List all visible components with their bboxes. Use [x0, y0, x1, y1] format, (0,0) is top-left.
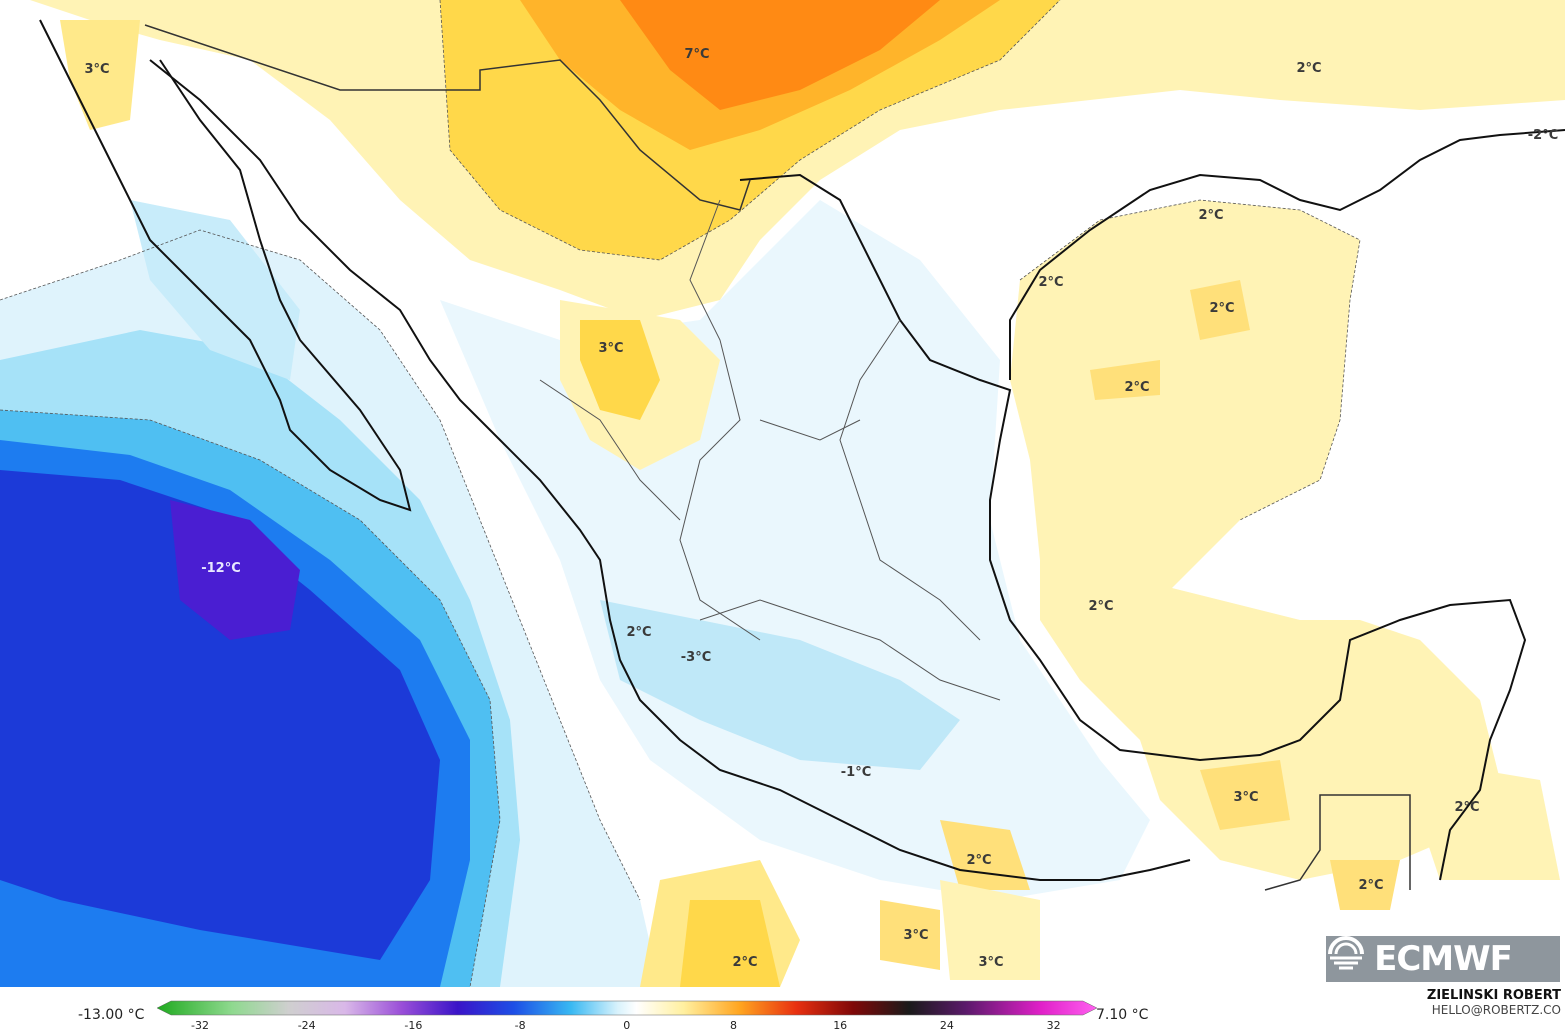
temperature-label: 3°C — [903, 928, 928, 943]
coastlines — [39, 19, 1565, 881]
state-borders — [539, 199, 1001, 701]
temperature-label: -12°C — [201, 561, 241, 576]
scale-tick: 32 — [1046, 1019, 1061, 1032]
temperature-label: 2°C — [1124, 380, 1149, 395]
ecmwf-logo: ECMWF — [1326, 936, 1560, 982]
scale-tick: -8 — [514, 1019, 526, 1032]
gulf-warm-spot — [1190, 280, 1250, 340]
temperature-label: -1°C — [841, 765, 871, 780]
temperature-label: -2°C — [1528, 128, 1558, 143]
scale-tick: 8 — [730, 1019, 737, 1032]
south-warm-spot — [880, 900, 940, 970]
central-mexico-cold — [600, 600, 960, 770]
guatemala-warm-spot — [1330, 860, 1400, 910]
temperature-label: 2°C — [1296, 61, 1321, 76]
baja-cold-zone — [130, 200, 300, 380]
temperature-label: 3°C — [84, 62, 109, 77]
temperature-labels: 3°C 7°C 2°C -2°C 2°C 2°C 2°C 2°C 3°C -12°C 2°C -3°C… — [84, 47, 1558, 970]
temperature-label: 7°C — [684, 47, 709, 62]
legend-min-label: -13.00 °C — [78, 1007, 145, 1023]
map-canvas: 3°C 7°C 2°C -2°C 2°C 2°C 2°C 2°C 3°C -12°C 2°C -3°C… — [0, 0, 1565, 987]
central-north-warm-2 — [580, 320, 660, 420]
south-warm-zone — [940, 880, 1040, 980]
temperature-label: 3°C — [598, 341, 623, 356]
author-name: ZIELINSKI ROBERT — [1426, 988, 1561, 1003]
south-pacific-warm-2 — [680, 900, 780, 987]
temperature-label: 2°C — [1358, 878, 1383, 893]
borders — [144, 24, 1411, 891]
scale-tick: 0 — [623, 1019, 631, 1032]
belize-warm-zone — [1420, 760, 1560, 880]
temperature-label: 3°C — [1233, 790, 1258, 805]
author-credit: ZIELINSKI ROBERT HELLO@ROBERTZ.CO — [1427, 988, 1561, 1018]
scale-tick: 24 — [939, 1019, 954, 1032]
nw-warm-spot — [60, 20, 140, 130]
tabasco-warm-spot — [1200, 760, 1290, 830]
yucatan-warm-zone — [1040, 560, 1500, 880]
temperature-label: 2°C — [732, 955, 757, 970]
north-warm-core — [620, 0, 940, 110]
scale-tick: -24 — [297, 1019, 316, 1032]
temperature-label: 2°C — [1038, 275, 1063, 290]
temperature-label: 2°C — [1088, 599, 1113, 614]
temperature-anomaly-map: 3°C 7°C 2°C -2°C 2°C 2°C 2°C 2°C 3°C -12°C 2°C -3°C… — [0, 0, 1565, 987]
temperature-label: -3°C — [681, 650, 711, 665]
color-scale — [157, 1000, 1097, 1016]
gulf-warm-zone — [1010, 200, 1360, 600]
temperature-label: 2°C — [1209, 301, 1234, 316]
scale-tick: 16 — [833, 1019, 848, 1032]
scale-tick: -32 — [191, 1019, 209, 1032]
temperature-label: 2°C — [1454, 800, 1479, 815]
temperature-label: 2°C — [966, 853, 991, 868]
ecmwf-logo-text: ECMWF — [1374, 939, 1513, 979]
oaxaca-warm-spot — [940, 820, 1030, 890]
temperature-label: 2°C — [626, 625, 651, 640]
contour-lines — [0, 0, 1361, 987]
author-email: HELLO@ROBERTZ.CO — [1431, 1003, 1561, 1017]
pacific-cold-core — [0, 470, 440, 960]
temperature-label: 3°C — [978, 955, 1003, 970]
gulf-warm-spot-2 — [1090, 360, 1160, 400]
pacific-coldest-spot — [170, 500, 300, 640]
ecmwf-logo-icon — [1328, 936, 1364, 970]
temperature-label: 2°C — [1198, 208, 1223, 223]
legend-max-label: 7.10 °C — [1096, 1007, 1149, 1023]
scale-tick: -16 — [404, 1019, 423, 1032]
